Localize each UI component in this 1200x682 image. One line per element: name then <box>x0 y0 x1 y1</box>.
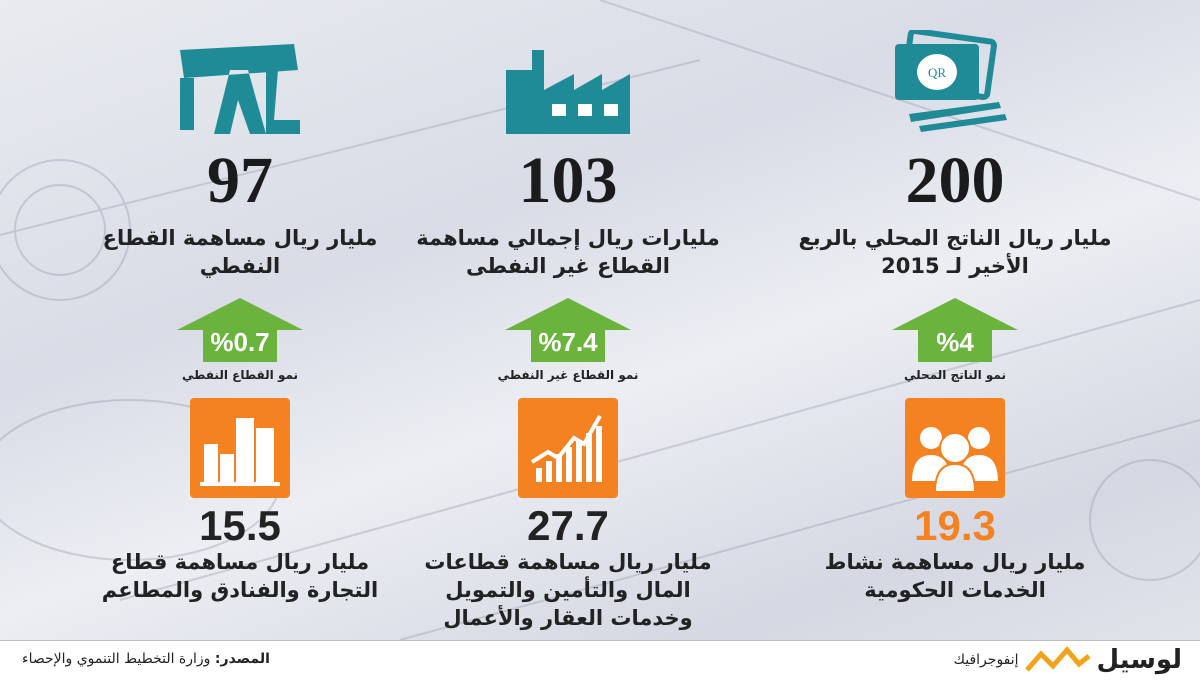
growth-label: نمو الناتج المحلي <box>904 368 1006 382</box>
top-icon: QR <box>895 30 1007 132</box>
background-pattern <box>0 0 1200 640</box>
building <box>236 418 254 484</box>
description-line: مليار ريال مساهمة القطاع <box>102 226 378 250</box>
arrow-shape <box>505 298 631 362</box>
brand-logo <box>1024 646 1091 672</box>
icon-bar <box>536 468 542 482</box>
factory <box>506 50 630 134</box>
building <box>220 454 234 484</box>
description-line: القطاع غير النفطى <box>466 254 670 278</box>
bottom-column: 27.7 مليار ريال مساهمة قطاعات المال والتأم… <box>403 398 733 632</box>
description-line: التجارة والفنادق والمطاعم <box>101 578 379 602</box>
icon-bar <box>586 433 592 482</box>
description-line: مليار ريال مساهمة قطاع <box>110 550 370 574</box>
bottom-icon <box>190 398 290 498</box>
top-value: 97 <box>207 144 273 217</box>
window <box>578 104 592 116</box>
window <box>604 104 618 116</box>
top-description: مليار ريال الناتج المحلي بالربع الأخير لـ… <box>790 224 1120 280</box>
description-line: الخدمات الحكومية <box>864 578 1046 602</box>
description-line: المال والتأمين والتمويل <box>445 578 691 602</box>
bottom-icon <box>905 398 1005 498</box>
description-line: مليار ريال مساهمة قطاعات <box>424 550 712 574</box>
arrow-shape <box>177 298 303 362</box>
bottom-description: مليار ريال مساهمة قطاعات المال والتأمين و… <box>403 548 733 632</box>
building <box>256 428 274 484</box>
bottom-description: مليار ريال مساهمة قطاع التجارة والفنادق و… <box>75 548 405 604</box>
bottom-value: 27.7 <box>527 502 609 549</box>
growth-label: نمو القطاع النفطي <box>181 368 299 382</box>
growth-arrow: %4 <box>892 298 1018 362</box>
icon-bar <box>566 447 572 482</box>
bottom-value: 15.5 <box>199 502 281 549</box>
source: المصدر: وزارة التخطيط التنموي والإحصاء <box>22 651 270 667</box>
note-oval <box>917 54 957 90</box>
growth-label: نمو القطاع غير النفطي <box>497 368 639 382</box>
body <box>933 462 977 493</box>
icon-bar <box>546 461 552 482</box>
pump <box>180 44 300 134</box>
icon-bar <box>576 440 582 482</box>
building <box>204 444 218 484</box>
icon-trend <box>530 415 602 464</box>
top-column: 103 مليارات ريال إجمالي مساهمة القطاع غير … <box>403 30 733 382</box>
head <box>939 432 971 464</box>
icon-bar <box>596 426 602 482</box>
bottom-value: 19.3 <box>914 502 996 549</box>
top-description: مليارات ريال إجمالي مساهمة القطاع غير الن… <box>403 224 733 280</box>
top-icon <box>180 44 300 134</box>
description-line: النفطي <box>199 254 281 278</box>
source-label: المصدر: <box>214 651 270 667</box>
bottom-icon <box>518 398 618 498</box>
description-line: وخدمات العقار والأعمال <box>443 606 693 630</box>
ground <box>200 482 280 486</box>
top-value: 103 <box>518 144 618 217</box>
icon-bar <box>556 454 562 482</box>
brand: لوسيل إنفوجرافيك <box>953 645 1182 675</box>
growth-arrow: %0.7 <box>177 298 303 362</box>
footer: المصدر: وزارة التخطيط التنموي والإحصاء ل… <box>0 640 1200 682</box>
growth-value: %7.4 <box>538 327 598 357</box>
section-name: إنفوجرافيك <box>953 652 1019 668</box>
top-value: 200 <box>905 144 1005 217</box>
arrow-shape <box>892 298 1018 362</box>
note-stack <box>909 102 1007 132</box>
bottom-column: 15.5 مليار ريال مساهمة قطاع التجارة والفنا… <box>75 398 405 604</box>
description-line: مليار ريال مساهمة نشاط <box>824 550 1086 574</box>
top-column: QR 200 مليار ريال الناتج المحلي بالربع الأخ… <box>790 30 1120 382</box>
bottom-column: 19.3 مليار ريال مساهمة نشاط الخدمات الحكوم… <box>790 398 1120 604</box>
top-column: 97 مليار ريال مساهمة القطاع النفطي %0.7 نمو … <box>75 30 405 382</box>
growth-value: %4 <box>936 327 974 357</box>
icon-text: QR <box>928 65 946 80</box>
description-line: الأخير لـ 2015 <box>881 254 1029 278</box>
top-description: مليار ريال مساهمة القطاع النفطي <box>75 224 405 280</box>
top-icon <box>506 50 630 134</box>
description-line: مليار ريال الناتج المحلي بالربع <box>798 226 1112 250</box>
description-line: مليارات ريال إجمالي مساهمة <box>416 226 720 250</box>
source-text: وزارة التخطيط التنموي والإحصاء <box>22 651 211 667</box>
growth-arrow: %7.4 <box>505 298 631 362</box>
bottom-description: مليار ريال مساهمة نشاط الخدمات الحكومية <box>790 548 1120 604</box>
brand-name: لوسيل <box>1096 645 1182 675</box>
growth-value: %0.7 <box>210 327 269 357</box>
window <box>552 104 566 116</box>
